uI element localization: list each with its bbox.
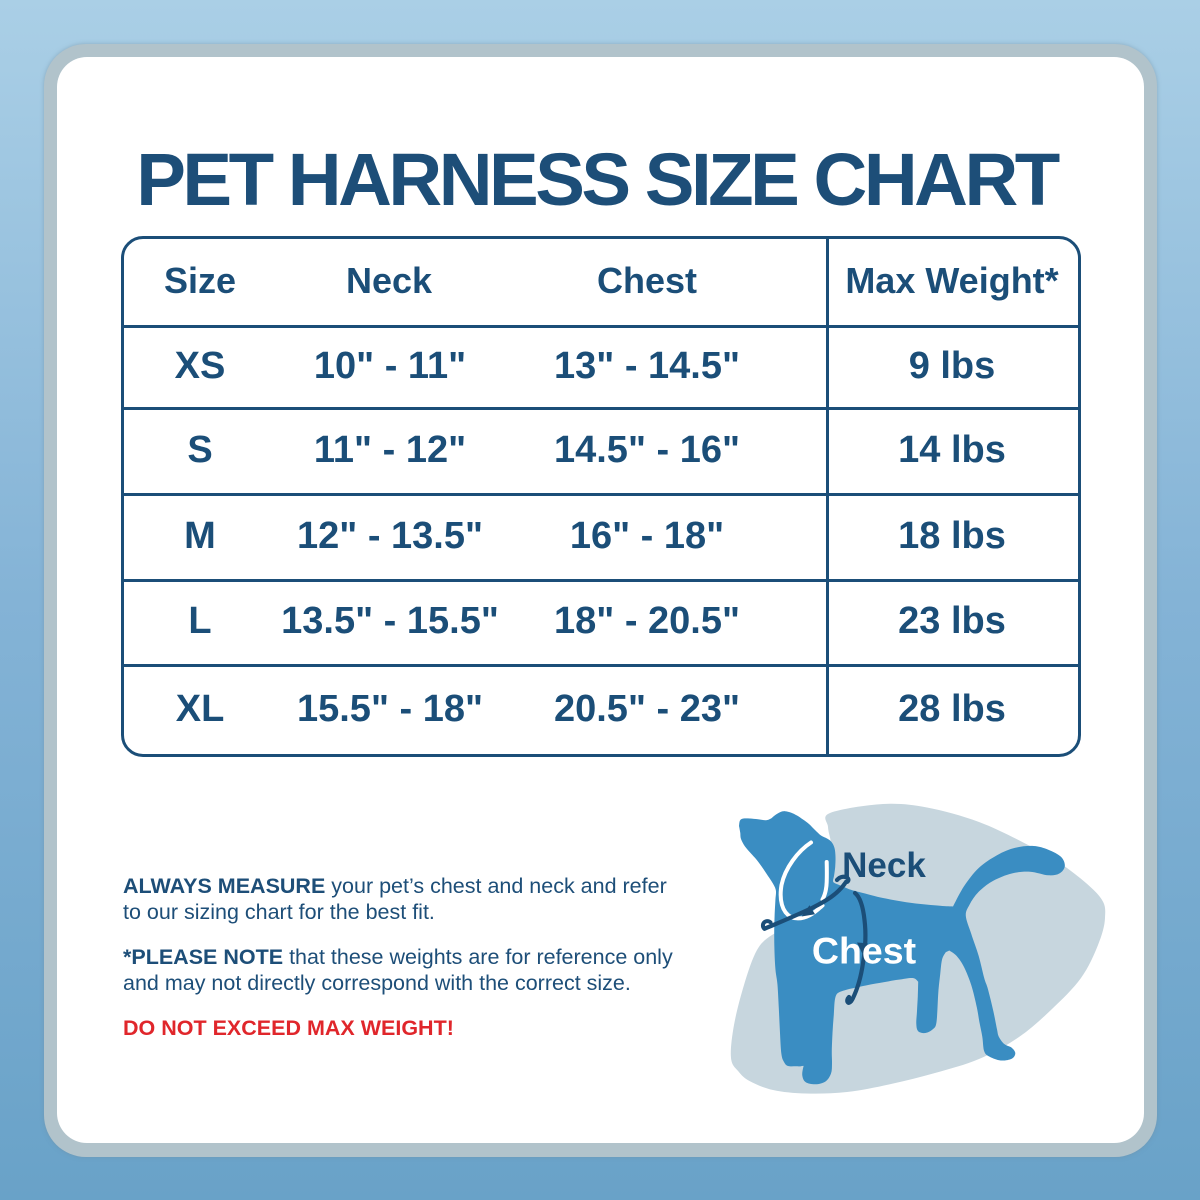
svg-text:Neck: Neck — [842, 846, 926, 885]
svg-text:Chest: Chest — [812, 930, 917, 972]
